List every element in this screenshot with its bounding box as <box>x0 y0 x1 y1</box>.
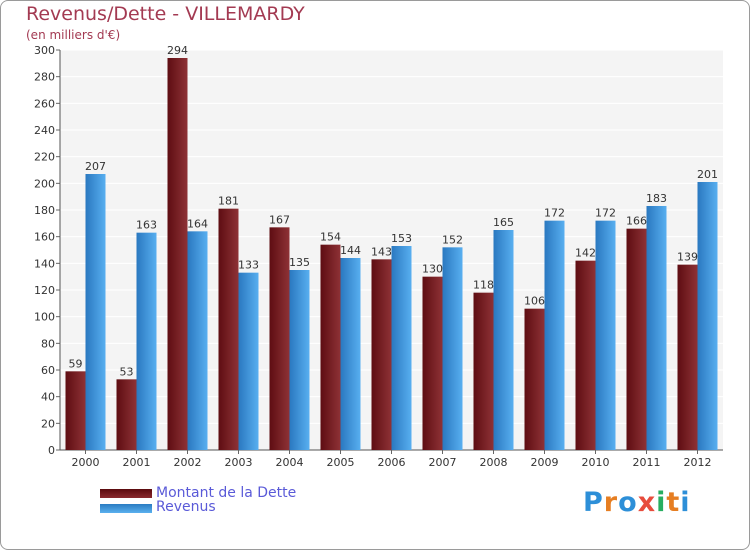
label-revenus-2009: 172 <box>544 207 565 220</box>
bar-revenus-2012 <box>697 182 718 450</box>
label-dette-2009: 106 <box>524 295 545 308</box>
y-tick-label: 180 <box>34 204 55 217</box>
x-tick-label-2001: 2001 <box>123 456 151 469</box>
bar-dette-2009 <box>524 308 545 450</box>
x-tick-label-2006: 2006 <box>378 456 406 469</box>
x-tick-label-2007: 2007 <box>429 456 457 469</box>
y-tick-label: 160 <box>34 231 55 244</box>
bar-revenus-2006 <box>391 246 412 450</box>
bar-revenus-2011 <box>646 206 667 450</box>
bar-revenus-2001 <box>136 232 157 450</box>
chart-title: Revenus/Dette - VILLEMARDY <box>26 3 305 25</box>
x-tick-label-2002: 2002 <box>174 456 202 469</box>
legend-swatch-revenus <box>100 504 152 513</box>
label-dette-2000: 59 <box>69 357 83 370</box>
y-tick-label: 120 <box>34 284 55 297</box>
bar-dette-2004 <box>269 227 290 450</box>
proxiti-logo: Proxiti <box>583 487 691 518</box>
label-dette-2008: 118 <box>473 279 494 292</box>
label-dette-2006: 143 <box>371 245 392 258</box>
x-tick-label-2004: 2004 <box>276 456 304 469</box>
label-revenus-2005: 144 <box>340 244 361 257</box>
bar-revenus-2000 <box>85 174 106 450</box>
legend-label-dette: Montant de la Dette <box>156 485 297 501</box>
label-dette-2012: 139 <box>677 251 698 264</box>
y-tick-label: 220 <box>34 151 55 164</box>
y-tick-label: 0 <box>48 444 55 457</box>
label-revenus-2002: 164 <box>187 217 208 230</box>
label-dette-2003: 181 <box>218 195 239 208</box>
bar-revenus-2010 <box>595 220 616 450</box>
y-tick-label: 200 <box>34 177 55 190</box>
label-revenus-2003: 133 <box>238 259 259 272</box>
bar-dette-2002 <box>167 58 188 450</box>
bar-revenus-2003 <box>238 272 259 450</box>
x-tick-label-2005: 2005 <box>327 456 355 469</box>
legend-swatch-dette <box>100 489 152 498</box>
bar-revenus-2009 <box>544 220 565 450</box>
label-dette-2005: 154 <box>320 231 341 244</box>
x-tick-label-2003: 2003 <box>225 456 253 469</box>
label-dette-2001: 53 <box>120 365 134 378</box>
y-tick-label: 140 <box>34 257 55 270</box>
y-tick-label: 280 <box>34 71 55 84</box>
bar-dette-2005 <box>320 244 341 450</box>
bar-revenus-2004 <box>289 270 310 450</box>
bar-dette-2008 <box>473 292 494 450</box>
bar-dette-2010 <box>575 260 596 450</box>
label-revenus-2001: 163 <box>136 219 157 232</box>
label-revenus-2007: 152 <box>442 233 463 246</box>
bar-dette-2007 <box>422 276 443 450</box>
label-dette-2010: 142 <box>575 247 596 260</box>
x-tick-label-2000: 2000 <box>72 456 100 469</box>
label-dette-2011: 166 <box>626 215 647 228</box>
y-tick-label: 60 <box>41 364 55 377</box>
chart-subtitle: (en milliers d'€) <box>26 28 121 42</box>
bar-revenus-2008 <box>493 230 514 450</box>
y-tick-label: 100 <box>34 311 55 324</box>
label-revenus-2012: 201 <box>697 168 718 181</box>
bar-dette-2000 <box>65 371 86 450</box>
bar-revenus-2005 <box>340 258 361 450</box>
x-tick-label-2010: 2010 <box>582 456 610 469</box>
label-revenus-2000: 207 <box>85 160 106 173</box>
bar-dette-2006 <box>371 259 392 450</box>
label-revenus-2008: 165 <box>493 216 514 229</box>
y-tick-label: 240 <box>34 124 55 137</box>
label-revenus-2010: 172 <box>595 207 616 220</box>
x-tick-label-2008: 2008 <box>480 456 508 469</box>
y-tick-label: 20 <box>41 417 55 430</box>
y-tick-label: 260 <box>34 97 55 110</box>
label-dette-2002: 294 <box>167 44 188 57</box>
legend-label-revenus: Revenus <box>156 499 216 515</box>
label-revenus-2011: 183 <box>646 192 667 205</box>
label-revenus-2006: 153 <box>391 232 412 245</box>
bar-revenus-2002 <box>187 231 208 450</box>
label-dette-2007: 130 <box>422 263 443 276</box>
y-tick-label: 40 <box>41 391 55 404</box>
bar-dette-2011 <box>626 228 647 450</box>
label-dette-2004: 167 <box>269 213 290 226</box>
bar-dette-2001 <box>116 379 137 450</box>
x-tick-label-2009: 2009 <box>531 456 559 469</box>
bar-dette-2012 <box>677 264 698 450</box>
x-tick-label-2011: 2011 <box>633 456 661 469</box>
bar-revenus-2007 <box>442 247 463 450</box>
y-tick-label: 300 <box>34 44 55 57</box>
y-tick-label: 80 <box>41 337 55 350</box>
label-revenus-2004: 135 <box>289 256 310 269</box>
bar-dette-2003 <box>218 208 239 450</box>
x-tick-label-2012: 2012 <box>684 456 712 469</box>
